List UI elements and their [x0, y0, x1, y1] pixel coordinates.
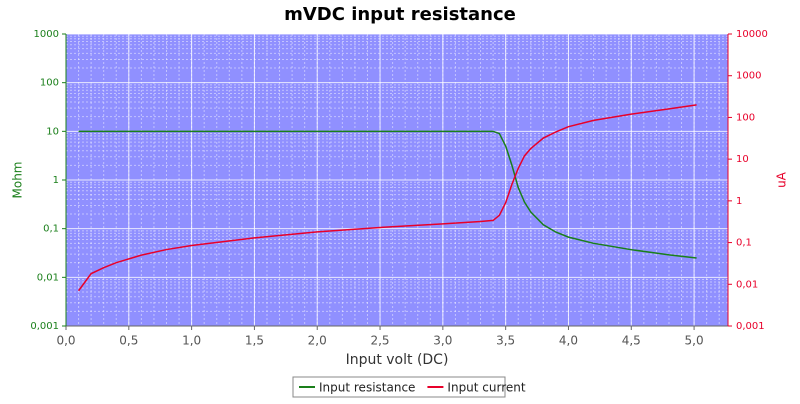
y2-tick-label: 0,1 [736, 238, 752, 249]
x-axis-label: Input volt (DC) [346, 352, 449, 368]
y-tick-label: 1000 [34, 29, 59, 40]
y-tick-label: 10 [46, 126, 59, 137]
x-tick-label: 1,0 [182, 334, 201, 348]
x-tick-label: 3,0 [433, 334, 452, 348]
x-tick-label: 1,5 [245, 334, 264, 348]
x-tick-label: 0,0 [56, 334, 75, 348]
y-tick-label: 100 [40, 78, 59, 89]
legend-label: Input resistance [319, 381, 415, 395]
y2-axis-label: uA [775, 171, 789, 188]
y-axis-label: Mohm [11, 162, 25, 199]
y2-tick-label: 10 [736, 154, 749, 165]
x-tick-label: 5,0 [685, 334, 704, 348]
y2-tick-label: 0,001 [736, 321, 765, 332]
y-tick-label: 0,1 [43, 224, 59, 235]
x-tick-label: 2,0 [308, 334, 327, 348]
y-tick-label: 0,001 [30, 321, 59, 332]
x-tick-label: 2,5 [370, 334, 389, 348]
chart-title: mVDC input resistance [284, 4, 516, 25]
y-tick-label: 0,01 [37, 272, 59, 283]
y2-tick-label: 100 [736, 112, 755, 123]
y2-tick-label: 10000 [736, 29, 768, 40]
series-line [78, 130, 697, 259]
y2-tick-label: 1 [736, 196, 742, 207]
x-tick-label: 4,0 [559, 334, 578, 348]
x-tick-label: 0,5 [119, 334, 138, 348]
x-tick-label: 3,5 [496, 334, 515, 348]
series-line [77, 104, 697, 292]
legend-label: Input current [447, 381, 525, 395]
y2-tick-label: 1000 [736, 71, 761, 82]
x-tick-label: 4,5 [622, 334, 641, 348]
legend-box [292, 376, 506, 398]
y2-tick-label: 0,01 [736, 279, 758, 290]
y-tick-label: 1 [53, 175, 59, 186]
